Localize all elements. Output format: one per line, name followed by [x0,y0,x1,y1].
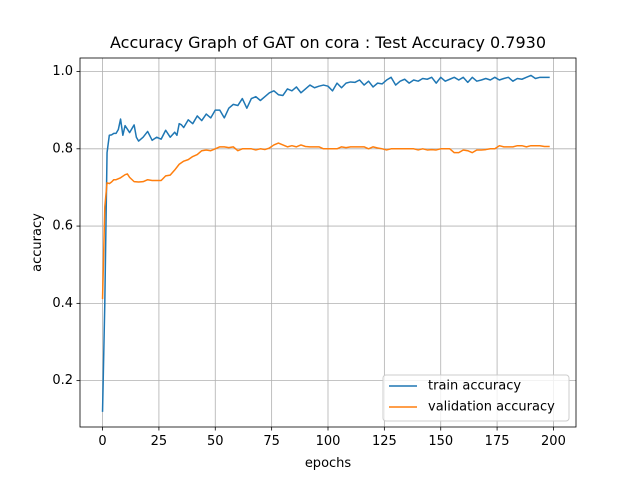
series-line-train-accuracy [101,74,550,412]
x-tick-label: 0 [98,434,106,449]
x-tick-label: 150 [428,434,453,449]
x-axis-label: epochs [305,456,352,471]
legend-label: validation accuracy [428,400,555,415]
y-tick-label: 0.4 [52,296,73,311]
x-tick-label: 100 [316,434,341,449]
x-tick-label: 50 [207,434,224,449]
legend-box [382,374,570,422]
y-tick-label: 0.6 [52,219,73,234]
series-layer [101,74,550,412]
y-tick-label: 1.0 [52,64,73,79]
x-tick-label: 200 [541,434,566,449]
x-tick-label: 75 [263,434,280,449]
legend: train accuracy validation accuracy [382,374,570,422]
series-line-validation-accuracy [101,142,550,300]
chart-title: Accuracy Graph of GAT on cora : Test Acc… [110,33,546,52]
x-tick-label: 25 [151,434,168,449]
x-tick-label: 125 [372,434,397,449]
axis-ticks: 0 25 50 75 100 125 150 175 200 0.2 0.4 0.6 0.8 1.0 [52,64,566,449]
x-tick-label: 175 [485,434,510,449]
y-tick-label: 0.8 [52,141,73,156]
legend-label: train accuracy [428,379,521,394]
y-tick-label: 0.2 [52,373,73,388]
y-axis-label: accuracy [30,213,45,272]
